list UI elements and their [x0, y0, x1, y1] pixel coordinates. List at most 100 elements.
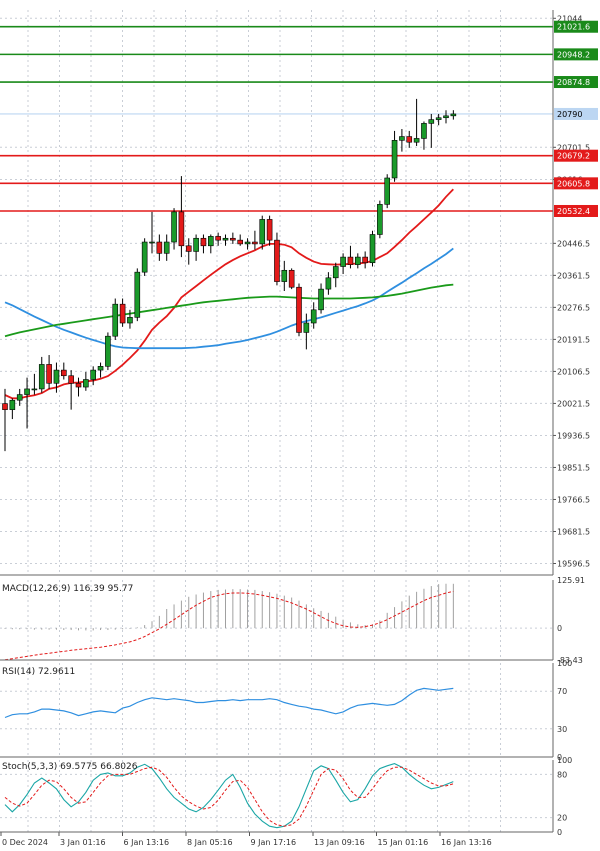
- stoch-grid: [0, 760, 553, 832]
- candle-body: [9, 399, 16, 410]
- time-tick-label: 8 Jan 05:16: [187, 838, 233, 847]
- candle-body: [296, 286, 302, 333]
- candle-body: [310, 309, 317, 324]
- candle-body: [97, 366, 104, 371]
- stoch-signal-path: [4, 766, 454, 827]
- rsi-grid: [0, 663, 553, 757]
- price-tick-label: 19936.5: [557, 431, 590, 440]
- candle-body: [450, 113, 457, 117]
- price-tick-label: 20021.5: [557, 399, 590, 408]
- price-grid: [0, 10, 553, 575]
- candle-body: [141, 241, 148, 273]
- candle-body: [178, 211, 185, 247]
- resistance-price-label: 20948.2: [557, 50, 590, 59]
- candle-body: [75, 382, 82, 388]
- ma-slow-line: [4, 283, 454, 338]
- price-tick-label: 20276.5: [557, 303, 590, 312]
- macd-tick-label: 0: [557, 624, 562, 633]
- candle-body: [384, 177, 391, 205]
- candle-body: [31, 388, 38, 391]
- stoch-main-path: [4, 763, 454, 829]
- candle-body: [171, 211, 177, 243]
- candle-body: [53, 369, 60, 384]
- pane-frames: [0, 10, 554, 833]
- time-tick-label: 9 Jan 17:16: [251, 838, 297, 847]
- rsi-path: [4, 687, 454, 719]
- rsi-tick-label: 100: [557, 659, 572, 668]
- candle-body: [354, 256, 361, 265]
- candle-body: [222, 237, 229, 241]
- candle-body: [230, 237, 236, 241]
- price-tick-label: 20106.5: [557, 367, 590, 376]
- candle-body: [237, 239, 243, 245]
- current-price-label-bg: [554, 107, 598, 120]
- time-tick-label: 3 Jan 01:16: [60, 838, 106, 847]
- candle-body: [16, 394, 23, 401]
- stoch-tick-label: 80: [557, 770, 567, 779]
- candle-body: [347, 256, 354, 265]
- stoch-pane: 100 80 20 0 Stoch(5,3,3) 69.5775 66.8026: [0, 756, 572, 837]
- candle-body: [185, 245, 192, 252]
- rsi-tick-label: 30: [557, 725, 567, 734]
- support-price-label: 20532.4: [557, 207, 590, 216]
- price-level-lines: [0, 25, 553, 212]
- time-tick-label: 0 Dec 2024: [2, 838, 48, 847]
- candle-body: [244, 241, 251, 245]
- candle-body: [149, 241, 155, 244]
- stoch-axis: 100 80 20 0: [557, 756, 572, 837]
- support-price-label-bg: [554, 204, 598, 217]
- candle-body: [406, 136, 413, 143]
- candle-body: [259, 219, 266, 245]
- price-tick-label: 20446.5: [557, 239, 590, 248]
- price-tick-label: 19681.5: [557, 527, 590, 536]
- ma-fast-line: [4, 188, 454, 400]
- macd-title: MACD(12,26,9) 116.39 95.77: [2, 584, 133, 594]
- candle-body: [391, 140, 398, 179]
- candle-body: [68, 375, 74, 384]
- candle-body: [193, 237, 199, 252]
- support-price-label: 20605.8: [557, 179, 590, 188]
- candle-body: [200, 237, 207, 247]
- rsi-axis: 100 70 30 0: [557, 659, 572, 762]
- candle-body: [332, 266, 339, 279]
- time-tick-label: 13 Jan 09:16: [314, 838, 365, 847]
- resistance-price-label-bg: [554, 48, 598, 61]
- resistance-price-label-bg: [554, 76, 598, 89]
- support-price-label-bg: [554, 177, 598, 190]
- macd-signal-path: [4, 590, 454, 661]
- price-tick-label: 20361.5: [557, 271, 590, 280]
- stoch-tick-label: 0: [557, 828, 562, 837]
- macd-signal-line: [4, 590, 454, 661]
- candle-body: [369, 234, 376, 264]
- stoch-lines: [4, 763, 454, 829]
- rsi-tick-label: 0: [557, 753, 562, 762]
- rsi-line: [4, 687, 454, 719]
- candlestick-series[interactable]: [2, 98, 457, 452]
- stoch-tick-label: 100: [557, 756, 572, 765]
- candle-body: [215, 236, 221, 241]
- price-axis: 2104420701.52061620446.520361.520276.520…: [553, 14, 598, 569]
- candle-body: [46, 364, 52, 384]
- candle-body: [90, 369, 96, 380]
- candle-body: [252, 241, 258, 245]
- candle-body: [421, 123, 427, 139]
- candle-body: [274, 239, 280, 282]
- resistance-price-label: 20874.8: [557, 78, 590, 87]
- price-pane: 2104420701.52061620446.520361.520276.520…: [0, 10, 598, 575]
- candle-body: [83, 379, 89, 388]
- candle-body: [208, 236, 214, 247]
- candle-body: [318, 288, 324, 311]
- candle-body: [435, 117, 442, 120]
- candle-body: [60, 369, 67, 377]
- candle-body: [288, 269, 295, 288]
- stoch-tick-label: 20: [557, 814, 567, 823]
- time-tick-label: 15 Jan 01:16: [378, 838, 429, 847]
- candle-body: [2, 403, 8, 410]
- macd-pane: 125.91 0 -83.43 MACD(12,26,9) 116.39 95.77: [0, 576, 585, 665]
- stoch-title: Stoch(5,3,3) 69.5775 66.8026: [2, 762, 138, 772]
- candle-body: [163, 241, 170, 254]
- rsi-title: RSI(14) 72.9611: [2, 667, 75, 677]
- candle-body: [303, 322, 310, 333]
